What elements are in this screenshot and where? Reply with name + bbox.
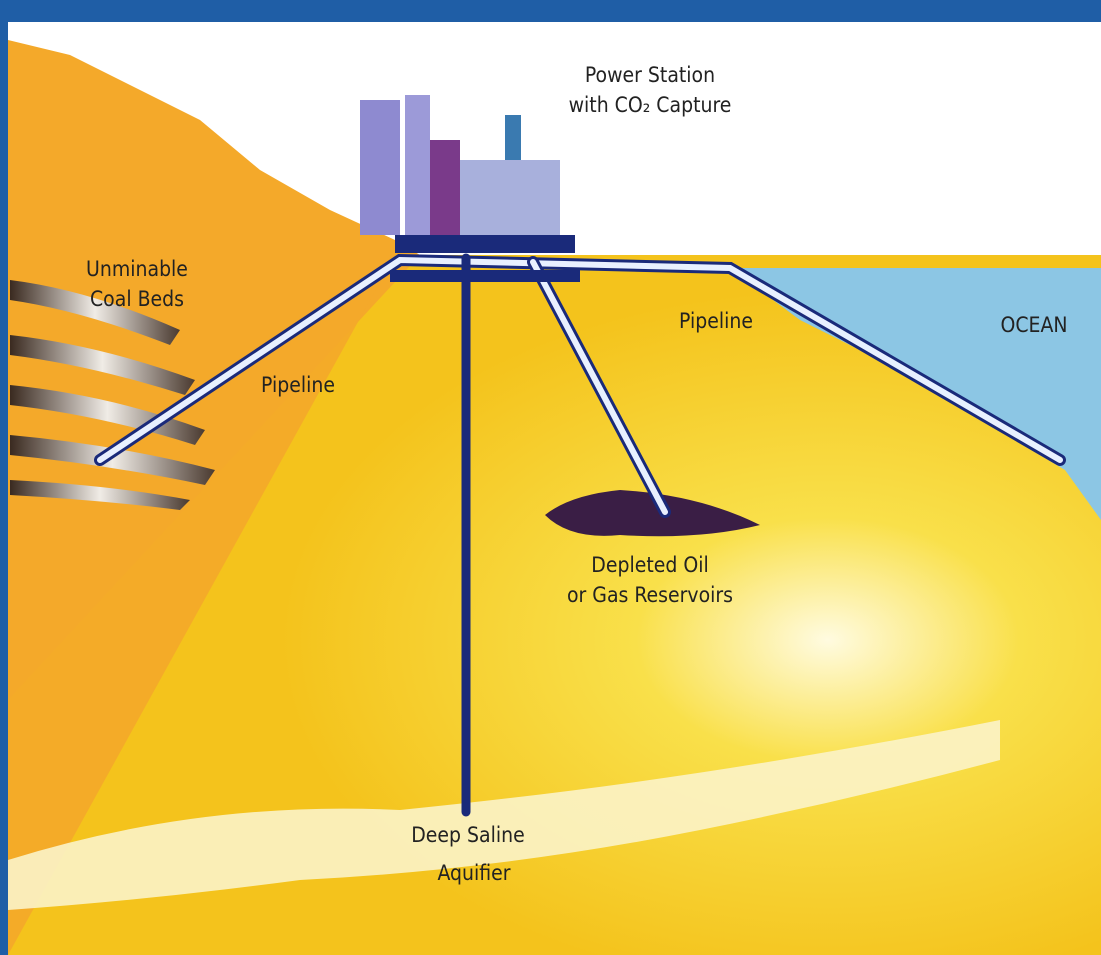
label: Deep Saline [411, 823, 524, 847]
label: or Gas Reservoirs [567, 583, 733, 607]
label: Power Station [585, 63, 715, 87]
label: Pipeline [261, 373, 335, 397]
label: with CO₂ Capture [569, 93, 732, 117]
label: Aquifier [437, 861, 510, 885]
label: Coal Beds [90, 287, 184, 311]
label: Unminable [86, 257, 188, 281]
label: OCEAN [1000, 313, 1067, 337]
diagram: Power Station with CO₂ Capture Unminable… [0, 0, 1101, 955]
label: Depleted Oil [591, 553, 708, 577]
label: Pipeline [679, 309, 753, 333]
